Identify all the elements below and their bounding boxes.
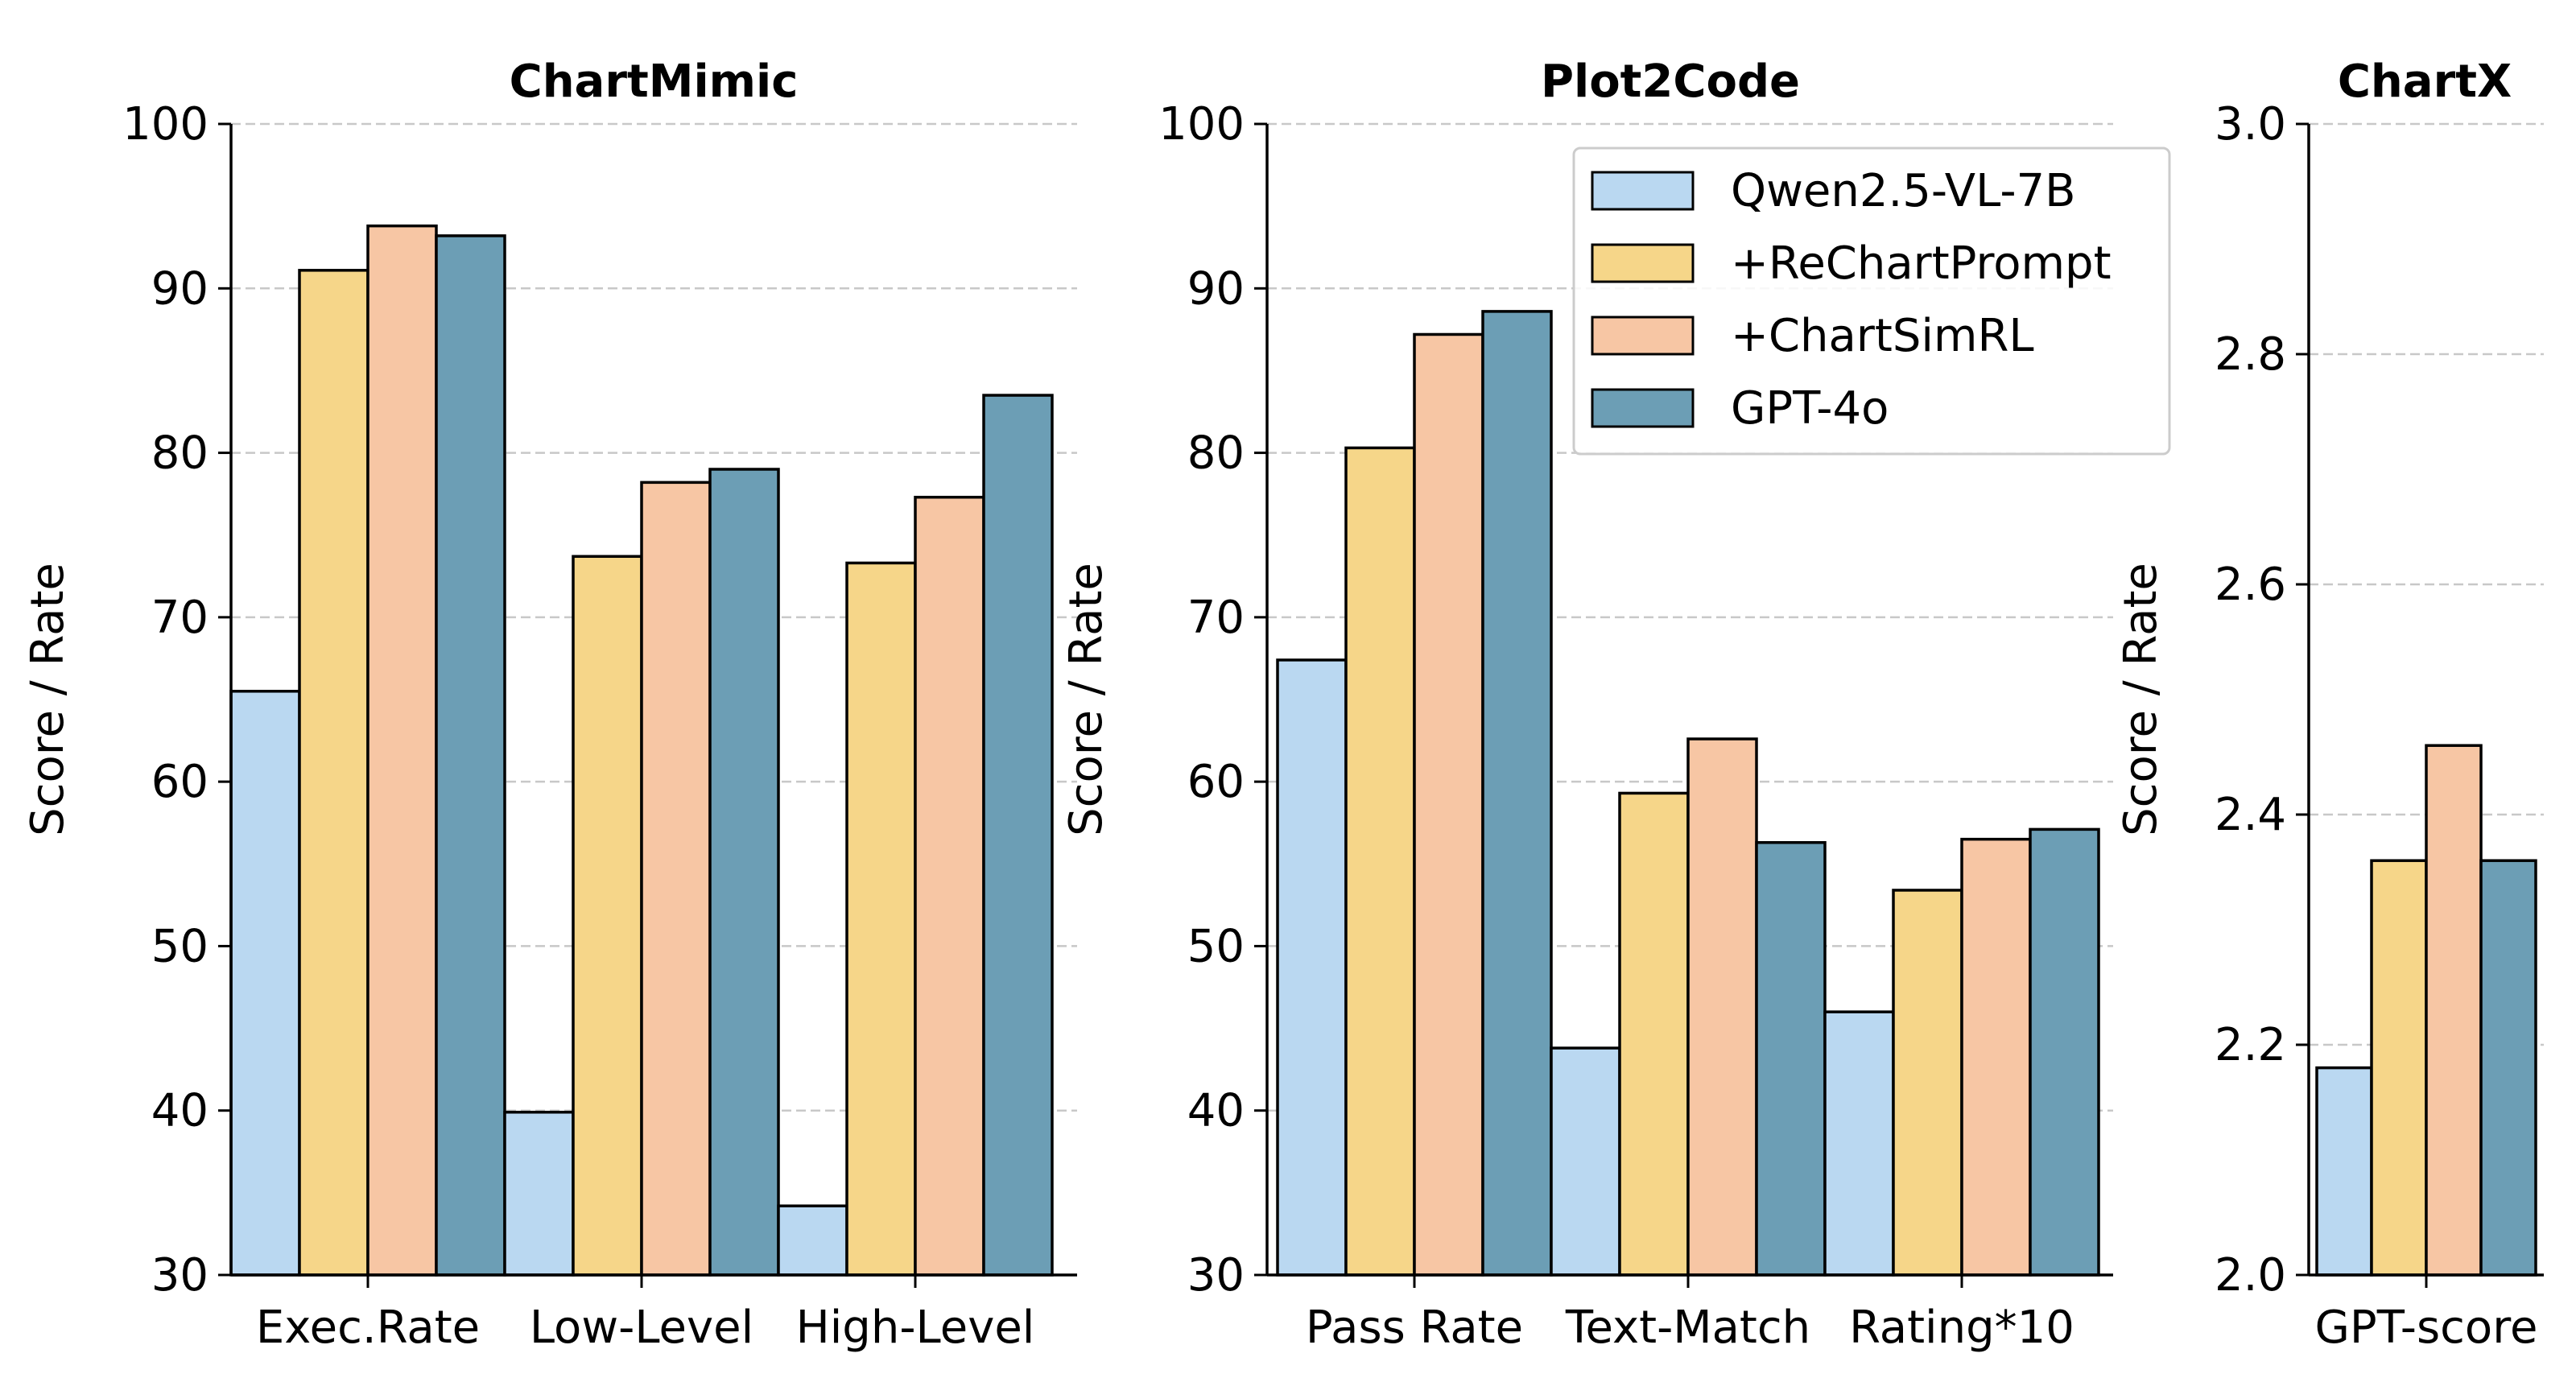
legend-swatch-rechartprompt	[1591, 243, 1695, 283]
x-tick-label-high-level: High-Level	[796, 1302, 1035, 1354]
y-tick-label: 30	[1187, 1249, 1245, 1302]
bar-low-level-gpt-4o	[708, 468, 780, 1277]
bar-rating-10-gpt-4o	[2029, 827, 2100, 1277]
bar-high-level-qwen2-5-vl-7b	[777, 1204, 848, 1277]
panel-title-chartx: ChartX	[2338, 56, 2512, 108]
y-tick-label: 40	[151, 1085, 208, 1137]
y-axis-label: Score / Rate	[1060, 563, 1113, 836]
y-axis-label: Score / Rate	[22, 563, 74, 836]
bar-high-level-gpt-4o	[982, 394, 1054, 1277]
y-tick-label: 50	[151, 920, 208, 972]
legend-label-rechartprompt: +ReChartPrompt	[1731, 237, 2112, 290]
y-tick-label: 100	[1158, 98, 1245, 151]
bar-rating-10-qwen2-5-vl-7b	[1823, 1010, 1895, 1277]
y-tick-label: 2.8	[2215, 328, 2286, 381]
y-axis-label: Score / Rate	[2115, 563, 2167, 836]
y-tick-label: 3.0	[2215, 98, 2286, 151]
bar-gpt-score-qwen2-5-vl-7b	[2315, 1066, 2373, 1277]
y-tick-label: 70	[151, 592, 208, 644]
x-tick-label-rating-10: Rating*10	[1849, 1302, 2074, 1354]
y-tick-label: 2.2	[2215, 1019, 2286, 1071]
bar-exec-rate-gpt-4o	[435, 234, 506, 1277]
bar-text-match-chartsimrl	[1686, 737, 1758, 1277]
y-tick-label: 90	[1187, 262, 1245, 315]
y-tick-label: 40	[1187, 1085, 1245, 1137]
bar-rating-10-chartsimrl	[1960, 837, 2032, 1277]
bar-pass-rate-chartsimrl	[1413, 332, 1484, 1277]
bar-low-level-qwen2-5-vl-7b	[503, 1111, 575, 1277]
bar-pass-rate-rechartprompt	[1344, 446, 1416, 1277]
y-tick-label: 50	[1187, 920, 1245, 972]
panel-chartx: 2.0 2.2 2.4 2.6 2.8 3.0 GPT-score ChartX Score /…	[2115, 56, 2544, 1354]
bar-gpt-score-rechartprompt	[2370, 859, 2428, 1277]
panel-title-chartmimic: ChartMimic	[510, 56, 799, 108]
y-tick-label: 2.6	[2215, 559, 2286, 611]
bar-gpt-score-gpt-4o	[2479, 859, 2537, 1277]
legend-swatch-qwen	[1591, 171, 1695, 211]
bar-text-match-qwen2-5-vl-7b	[1550, 1046, 1621, 1277]
y-tick-label: 2.0	[2215, 1249, 2286, 1302]
y-tick-label: 60	[1187, 756, 1245, 808]
legend-swatch-chartsimrl	[1591, 316, 1695, 356]
legend-swatch-gpt4o	[1591, 388, 1695, 428]
y-tick-label: 80	[1187, 427, 1245, 480]
bar-text-match-gpt-4o	[1755, 840, 1827, 1277]
x-tick-label-exec-rate: Exec.Rate	[256, 1302, 480, 1354]
bar-gpt-score-chartsimrl	[2425, 744, 2483, 1277]
legend-label-qwen: Qwen2.5-VL-7B	[1731, 165, 2076, 217]
legend: Qwen2.5-VL-7B +ReChartPrompt +ChartSimRL…	[1572, 146, 2171, 456]
x-tick-label-text-match: Text-Match	[1565, 1302, 1810, 1354]
bar-text-match-rechartprompt	[1618, 791, 1690, 1277]
y-tick-label: 100	[122, 98, 208, 151]
y-tick-label: 60	[151, 756, 208, 808]
bar-high-level-rechartprompt	[845, 561, 917, 1277]
legend-label-gpt4o: GPT-4o	[1731, 382, 1889, 435]
bar-high-level-chartsimrl	[914, 495, 985, 1277]
bar-low-level-chartsimrl	[640, 481, 712, 1277]
bar-rating-10-rechartprompt	[1892, 889, 1963, 1277]
bar-exec-rate-qwen2-5-vl-7b	[229, 690, 301, 1277]
bar-pass-rate-gpt-4o	[1481, 310, 1553, 1277]
x-tick-label-low-level: Low-Level	[530, 1302, 753, 1354]
bar-exec-rate-chartsimrl	[366, 224, 438, 1277]
legend-label-chartsimrl: +ChartSimRL	[1731, 310, 2034, 362]
bar-exec-rate-rechartprompt	[298, 269, 369, 1277]
bar-low-level-rechartprompt	[572, 555, 643, 1277]
y-tick-label: 80	[151, 427, 208, 480]
y-tick-label: 90	[151, 262, 208, 315]
y-tick-label: 30	[151, 1249, 208, 1302]
panel-chartmimic: 30 40 50 60 70 80 90 100 Exec.Rate Low-Level High-…	[22, 56, 1077, 1354]
y-tick-label: 2.4	[2215, 789, 2286, 841]
x-tick-label-pass-rate: Pass Rate	[1306, 1302, 1523, 1354]
legend-frame	[1572, 146, 2171, 456]
bar-pass-rate-qwen2-5-vl-7b	[1276, 658, 1348, 1277]
panel-title-plot2code: Plot2Code	[1541, 56, 1800, 108]
panel-plot2code: 30 40 50 60 70 80 90 100 Pass Rate Text-Match Rati…	[1060, 56, 2113, 1354]
x-tick-label-gpt-score: GPT-score	[2315, 1302, 2538, 1354]
y-tick-label: 70	[1187, 592, 1245, 644]
